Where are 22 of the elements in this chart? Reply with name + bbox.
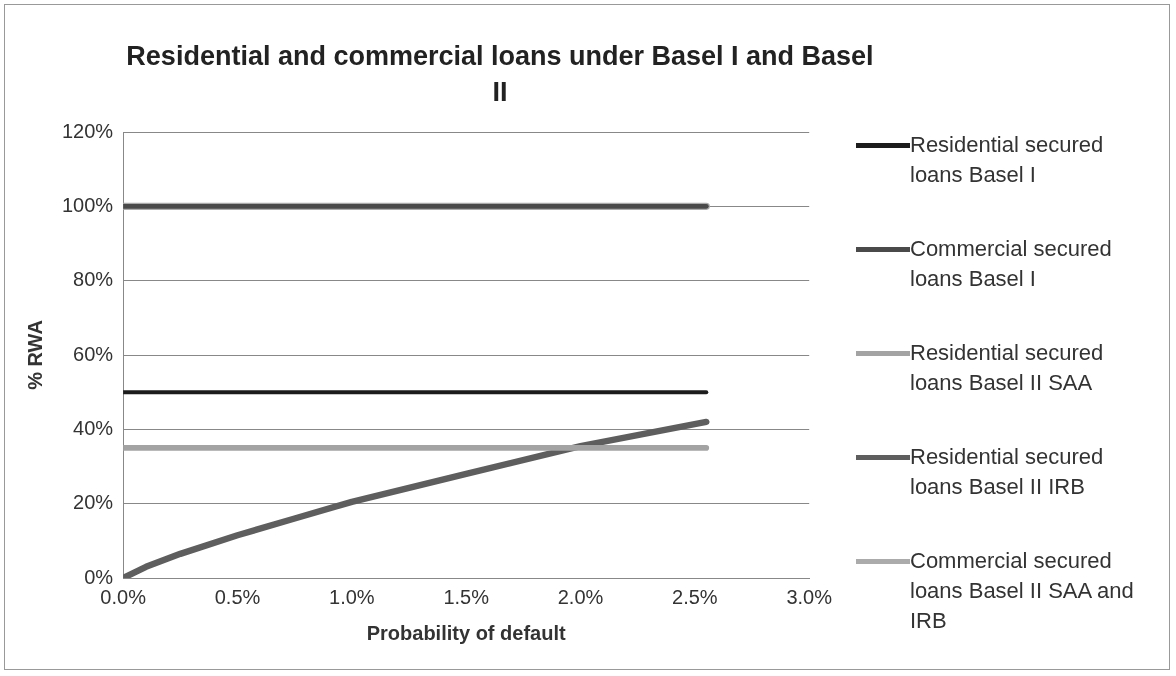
legend-label: Residential secured loans Basel I xyxy=(910,131,1105,189)
y-tick-label: 0% xyxy=(84,565,114,588)
x-tick-label: 3.0% xyxy=(786,585,833,608)
x-axis-title: Probability of default xyxy=(366,621,566,644)
y-tick-label: 80% xyxy=(73,268,114,291)
y-tick-label: 60% xyxy=(73,342,114,365)
x-tick-label: 2.5% xyxy=(672,585,718,608)
legend-label: Commercial secured loans Basel II SAA and IRB xyxy=(910,547,1135,635)
x-tick-label: 2.0% xyxy=(557,585,604,608)
y-axis-title: % RWA xyxy=(23,320,46,390)
legend-label: Residential secured loans Basel II SAA xyxy=(910,339,1105,397)
x-tick-label: 0.5% xyxy=(214,585,261,608)
x-tick-label: 1.5% xyxy=(443,585,490,608)
y-tick-label: 20% xyxy=(73,491,114,514)
legend-label: Commercial secured loans Basel I xyxy=(910,235,1113,293)
chart-title: Residential and commercial loans under Basel I and Basel II xyxy=(125,40,875,109)
x-tick-label: 1.0% xyxy=(329,585,375,608)
x-tick-label: 0.0% xyxy=(100,585,147,608)
legend-label: Residential secured loans Basel II IRB xyxy=(910,443,1105,501)
y-tick-label: 100% xyxy=(62,193,114,216)
y-tick-label: 40% xyxy=(73,416,114,439)
y-tick-label: 120% xyxy=(62,119,114,142)
